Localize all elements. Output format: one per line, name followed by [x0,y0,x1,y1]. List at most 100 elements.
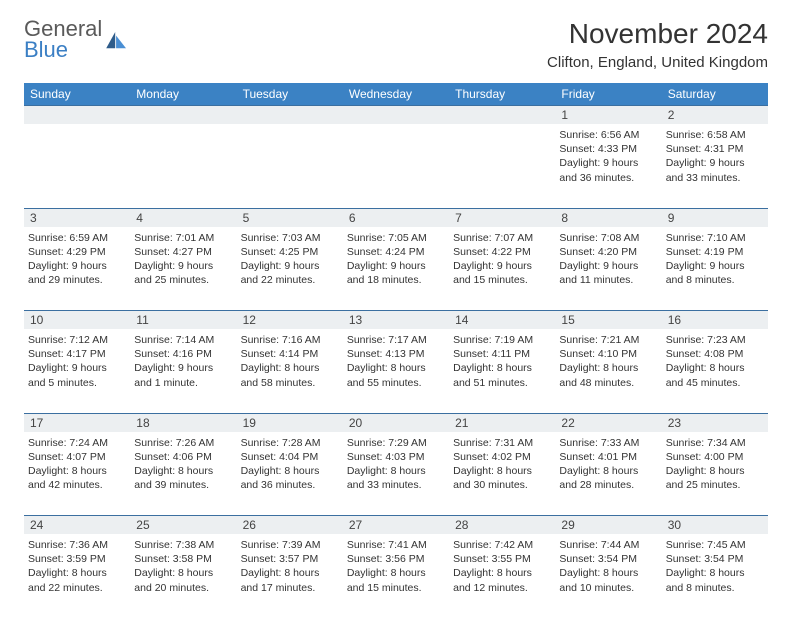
day-number: 7 [449,208,555,227]
day-content: Sunrise: 7:41 AMSunset: 3:56 PMDaylight:… [347,537,445,595]
day-cell: Sunrise: 7:45 AMSunset: 3:54 PMDaylight:… [662,534,768,618]
day-number: 27 [343,516,449,535]
day-content: Sunrise: 7:39 AMSunset: 3:57 PMDaylight:… [241,537,339,595]
day-content: Sunrise: 7:21 AMSunset: 4:10 PMDaylight:… [559,332,657,390]
day-cell: Sunrise: 7:10 AMSunset: 4:19 PMDaylight:… [662,227,768,311]
day-cell: Sunrise: 6:56 AMSunset: 4:33 PMDaylight:… [555,124,661,208]
day-header: Saturday [662,83,768,106]
day-cell [343,124,449,208]
day-cell: Sunrise: 7:38 AMSunset: 3:58 PMDaylight:… [130,534,236,618]
day-content: Sunrise: 7:14 AMSunset: 4:16 PMDaylight:… [134,332,232,390]
day-number: 18 [130,413,236,432]
day-number: 2 [662,106,768,125]
day-content: Sunrise: 7:29 AMSunset: 4:03 PMDaylight:… [347,435,445,493]
day-number: 6 [343,208,449,227]
day-number: 26 [237,516,343,535]
day-number [24,106,130,125]
day-cell: Sunrise: 7:05 AMSunset: 4:24 PMDaylight:… [343,227,449,311]
day-content: Sunrise: 7:44 AMSunset: 3:54 PMDaylight:… [559,537,657,595]
day-cell: Sunrise: 7:29 AMSunset: 4:03 PMDaylight:… [343,432,449,516]
week-row: Sunrise: 6:59 AMSunset: 4:29 PMDaylight:… [24,227,768,311]
day-number: 21 [449,413,555,432]
logo-text-blue: Blue [24,39,102,61]
logo: General Blue [24,18,128,61]
day-cell: Sunrise: 7:21 AMSunset: 4:10 PMDaylight:… [555,329,661,413]
day-cell: Sunrise: 7:07 AMSunset: 4:22 PMDaylight:… [449,227,555,311]
day-header: Sunday [24,83,130,106]
day-cell [449,124,555,208]
day-number [130,106,236,125]
day-content: Sunrise: 7:10 AMSunset: 4:19 PMDaylight:… [666,230,764,288]
day-content: Sunrise: 7:05 AMSunset: 4:24 PMDaylight:… [347,230,445,288]
day-content: Sunrise: 7:12 AMSunset: 4:17 PMDaylight:… [28,332,126,390]
day-number [237,106,343,125]
day-number: 11 [130,311,236,330]
day-content: Sunrise: 6:59 AMSunset: 4:29 PMDaylight:… [28,230,126,288]
day-number: 5 [237,208,343,227]
day-content: Sunrise: 6:56 AMSunset: 4:33 PMDaylight:… [559,127,657,185]
day-cell: Sunrise: 7:28 AMSunset: 4:04 PMDaylight:… [237,432,343,516]
day-cell: Sunrise: 7:12 AMSunset: 4:17 PMDaylight:… [24,329,130,413]
day-cell: Sunrise: 7:17 AMSunset: 4:13 PMDaylight:… [343,329,449,413]
daynum-row: 17181920212223 [24,413,768,432]
location: Clifton, England, United Kingdom [547,54,768,71]
logo-sail-icon [106,32,128,50]
day-cell: Sunrise: 6:59 AMSunset: 4:29 PMDaylight:… [24,227,130,311]
day-number: 1 [555,106,661,125]
day-cell: Sunrise: 7:31 AMSunset: 4:02 PMDaylight:… [449,432,555,516]
day-header: Friday [555,83,661,106]
day-header: Thursday [449,83,555,106]
week-row: Sunrise: 7:36 AMSunset: 3:59 PMDaylight:… [24,534,768,618]
day-content: Sunrise: 7:34 AMSunset: 4:00 PMDaylight:… [666,435,764,493]
day-cell: Sunrise: 7:01 AMSunset: 4:27 PMDaylight:… [130,227,236,311]
day-cell: Sunrise: 7:42 AMSunset: 3:55 PMDaylight:… [449,534,555,618]
day-header: Monday [130,83,236,106]
day-number: 13 [343,311,449,330]
day-cell: Sunrise: 7:33 AMSunset: 4:01 PMDaylight:… [555,432,661,516]
day-number: 19 [237,413,343,432]
day-cell: Sunrise: 7:23 AMSunset: 4:08 PMDaylight:… [662,329,768,413]
day-number [449,106,555,125]
day-cell: Sunrise: 7:24 AMSunset: 4:07 PMDaylight:… [24,432,130,516]
day-content: Sunrise: 7:31 AMSunset: 4:02 PMDaylight:… [453,435,551,493]
day-content: Sunrise: 7:38 AMSunset: 3:58 PMDaylight:… [134,537,232,595]
daynum-row: 12 [24,106,768,125]
daynum-row: 24252627282930 [24,516,768,535]
day-content: Sunrise: 6:58 AMSunset: 4:31 PMDaylight:… [666,127,764,185]
day-cell: Sunrise: 7:39 AMSunset: 3:57 PMDaylight:… [237,534,343,618]
calendar-table: SundayMondayTuesdayWednesdayThursdayFrid… [24,83,768,618]
day-cell: Sunrise: 7:16 AMSunset: 4:14 PMDaylight:… [237,329,343,413]
day-content: Sunrise: 7:17 AMSunset: 4:13 PMDaylight:… [347,332,445,390]
month-title: November 2024 [547,18,768,50]
day-cell: Sunrise: 7:08 AMSunset: 4:20 PMDaylight:… [555,227,661,311]
day-number: 10 [24,311,130,330]
day-number: 24 [24,516,130,535]
day-content: Sunrise: 7:45 AMSunset: 3:54 PMDaylight:… [666,537,764,595]
day-cell: Sunrise: 7:14 AMSunset: 4:16 PMDaylight:… [130,329,236,413]
day-content: Sunrise: 7:03 AMSunset: 4:25 PMDaylight:… [241,230,339,288]
day-content: Sunrise: 7:36 AMSunset: 3:59 PMDaylight:… [28,537,126,595]
day-number: 23 [662,413,768,432]
day-content: Sunrise: 7:23 AMSunset: 4:08 PMDaylight:… [666,332,764,390]
day-content: Sunrise: 7:01 AMSunset: 4:27 PMDaylight:… [134,230,232,288]
day-cell: Sunrise: 7:44 AMSunset: 3:54 PMDaylight:… [555,534,661,618]
day-content: Sunrise: 7:26 AMSunset: 4:06 PMDaylight:… [134,435,232,493]
day-number: 25 [130,516,236,535]
day-header: Wednesday [343,83,449,106]
daynum-row: 3456789 [24,208,768,227]
day-number: 9 [662,208,768,227]
day-content: Sunrise: 7:08 AMSunset: 4:20 PMDaylight:… [559,230,657,288]
day-number: 22 [555,413,661,432]
day-content: Sunrise: 7:19 AMSunset: 4:11 PMDaylight:… [453,332,551,390]
daynum-row: 10111213141516 [24,311,768,330]
day-cell: Sunrise: 7:36 AMSunset: 3:59 PMDaylight:… [24,534,130,618]
day-content: Sunrise: 7:16 AMSunset: 4:14 PMDaylight:… [241,332,339,390]
title-block: November 2024 Clifton, England, United K… [547,18,768,71]
day-cell: Sunrise: 6:58 AMSunset: 4:31 PMDaylight:… [662,124,768,208]
day-number: 16 [662,311,768,330]
day-content: Sunrise: 7:33 AMSunset: 4:01 PMDaylight:… [559,435,657,493]
day-number: 15 [555,311,661,330]
day-content: Sunrise: 7:07 AMSunset: 4:22 PMDaylight:… [453,230,551,288]
day-cell: Sunrise: 7:19 AMSunset: 4:11 PMDaylight:… [449,329,555,413]
day-number: 4 [130,208,236,227]
